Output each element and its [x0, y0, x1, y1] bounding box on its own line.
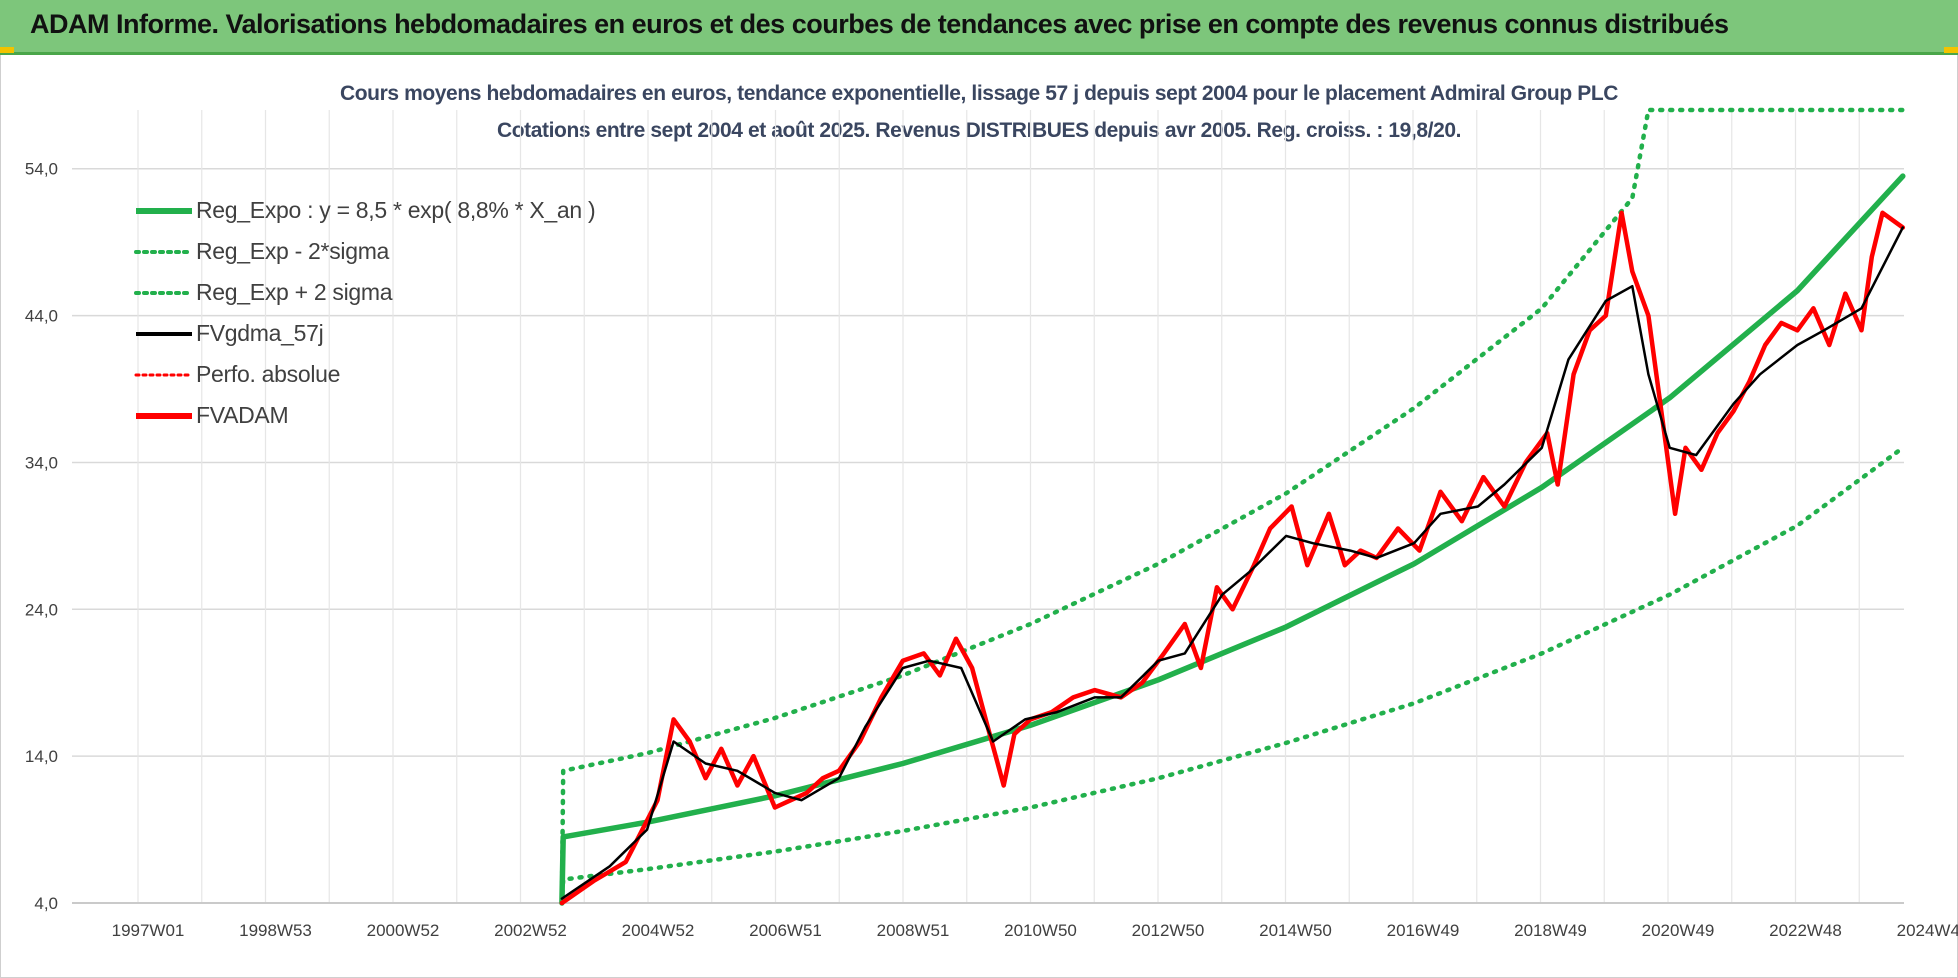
- corner-marker: [1944, 47, 1958, 53]
- chart-title-line2: Cotations entre sept 2004 et août 2025. …: [496, 119, 1462, 142]
- y-tick-label: 54,0: [25, 160, 58, 179]
- corner-marker: [0, 47, 14, 53]
- y-tick-label: 4,0: [34, 894, 58, 913]
- legend-item-perfo-absolue: Perfo. absolue: [134, 354, 595, 395]
- legend-item-reg-expo: Reg_Expo : y = 8,5 * exp( 8,8% * X_an ): [134, 190, 596, 231]
- series-line-0: [559, 173, 1906, 906]
- x-tick-label: 2016W49: [1387, 921, 1460, 940]
- legend-item-fvgdma: FVgdma_57j: [134, 313, 595, 354]
- series-line-1: [559, 445, 1906, 906]
- x-tick-label: 2000W52: [367, 921, 440, 940]
- header-title: ADAM Informe. Valorisations hebdomadaire…: [30, 9, 1729, 39]
- x-tick-label: 2012W50: [1132, 921, 1205, 940]
- legend-swatch-reg-expo: [134, 200, 194, 222]
- series-group: [559, 107, 1906, 906]
- legend-item-fvadam: FVADAM: [134, 395, 595, 436]
- x-tick-label: 2010W50: [1004, 921, 1077, 940]
- legend-label: FVgdma_57j: [196, 320, 324, 346]
- legend-swatch-fvgdma: [134, 323, 194, 345]
- x-tick-label: 2002W52: [494, 921, 567, 940]
- legend: Reg_Expo : y = 8,5 * exp( 8,8% * X_an ) …: [134, 190, 596, 436]
- x-tick-label: 2018W49: [1514, 921, 1587, 940]
- legend-swatch-reg-exp-minus: [134, 241, 194, 263]
- y-tick-label: 24,0: [25, 600, 58, 619]
- legend-label: FVADAM: [196, 402, 289, 428]
- y-tick-label: 14,0: [25, 747, 58, 766]
- legend-label: Reg_Exp - 2*sigma: [196, 238, 390, 264]
- legend-label: Perfo. absolue: [196, 361, 341, 387]
- series-line-3: [560, 226, 1905, 900]
- header-banner: ADAM Informe. Valorisations hebdomadaire…: [0, 0, 1958, 55]
- legend-swatch-reg-exp-plus: [134, 282, 194, 304]
- x-tick-label: 1998W53: [239, 921, 312, 940]
- legend-item-reg-exp-minus: Reg_Exp - 2*sigma: [134, 231, 595, 272]
- x-tick-label: 2008W51: [877, 921, 950, 940]
- x-tick-label: 2024W48: [1897, 921, 1958, 940]
- series-line-2: [559, 107, 1906, 906]
- legend-swatch-fvadam: [134, 405, 194, 427]
- axes: 4,0 14,0 24,0 34,0 44,0 54,0 1997W01 1998W53 200…: [25, 160, 1958, 940]
- x-tick-label: 2014W50: [1259, 921, 1332, 940]
- legend-label: Reg_Expo : y = 8,5 * exp( 8,8% * X_an ): [196, 197, 596, 223]
- x-tick-label: 2020W49: [1642, 921, 1715, 940]
- y-tick-label: 44,0: [25, 307, 58, 326]
- y-tick-label: 34,0: [25, 453, 58, 472]
- legend-item-reg-exp-plus: Reg_Exp + 2 sigma: [134, 272, 595, 313]
- x-tick-label: 1997W01: [112, 921, 185, 940]
- x-tick-label: 2022W48: [1769, 921, 1842, 940]
- x-tick-label: 2006W51: [749, 921, 822, 940]
- x-tick-label: 2004W52: [622, 921, 695, 940]
- chart-title-line1: Cours moyens hebdomadaires en euros, ten…: [339, 82, 1619, 105]
- legend-swatch-perfo-absolue: [134, 364, 194, 386]
- legend-label: Reg_Exp + 2 sigma: [196, 279, 393, 305]
- series-line-5: [559, 210, 1906, 906]
